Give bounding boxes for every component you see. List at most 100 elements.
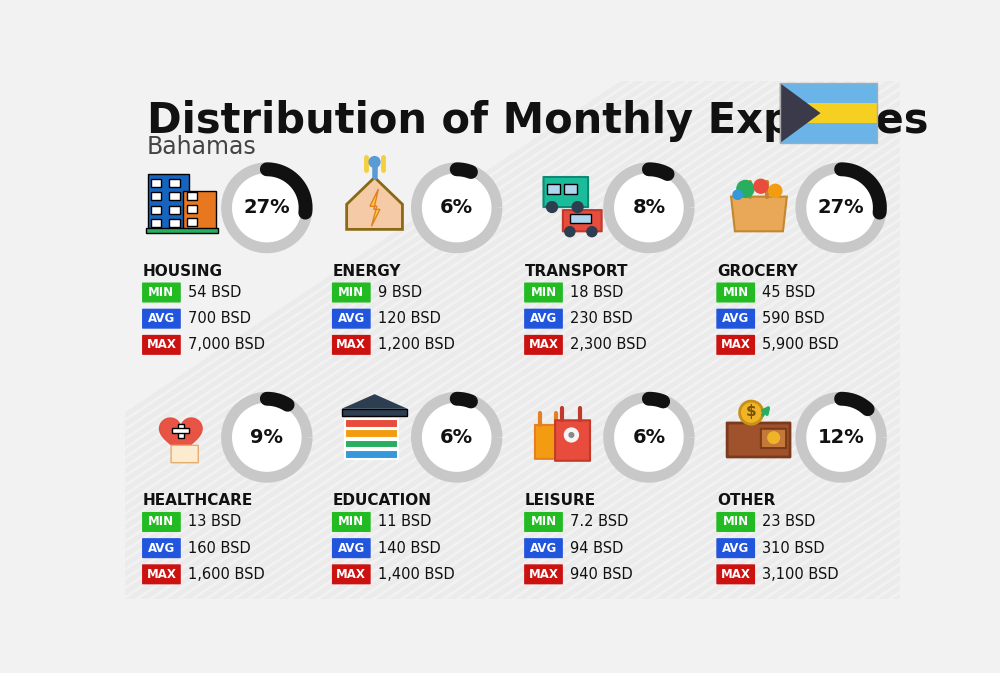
Polygon shape <box>669 81 1000 599</box>
Text: MAX: MAX <box>336 568 366 581</box>
FancyBboxPatch shape <box>142 283 181 303</box>
Polygon shape <box>13 81 798 599</box>
Text: OTHER: OTHER <box>717 493 775 509</box>
Polygon shape <box>153 81 937 599</box>
Polygon shape <box>822 81 1000 599</box>
FancyBboxPatch shape <box>146 228 218 234</box>
Polygon shape <box>753 81 1000 599</box>
FancyBboxPatch shape <box>761 429 786 448</box>
FancyBboxPatch shape <box>151 219 161 227</box>
Text: AVG: AVG <box>722 542 749 555</box>
Polygon shape <box>767 81 1000 599</box>
FancyBboxPatch shape <box>345 419 398 427</box>
FancyBboxPatch shape <box>148 174 189 232</box>
Polygon shape <box>167 81 951 599</box>
Polygon shape <box>460 81 1000 599</box>
Circle shape <box>369 157 380 168</box>
Polygon shape <box>807 174 875 242</box>
FancyBboxPatch shape <box>716 283 755 303</box>
Polygon shape <box>233 174 301 242</box>
Text: MIN: MIN <box>530 286 557 299</box>
Polygon shape <box>264 81 1000 599</box>
FancyBboxPatch shape <box>524 335 563 355</box>
FancyBboxPatch shape <box>345 439 398 448</box>
Text: 6%: 6% <box>632 428 665 447</box>
Polygon shape <box>27 81 812 599</box>
Polygon shape <box>0 81 686 599</box>
Text: MIN: MIN <box>338 286 364 299</box>
Text: MIN: MIN <box>723 286 749 299</box>
FancyBboxPatch shape <box>564 184 577 194</box>
FancyBboxPatch shape <box>524 309 563 328</box>
Text: 6%: 6% <box>440 199 473 217</box>
Polygon shape <box>0 81 630 599</box>
Text: $: $ <box>746 404 757 419</box>
Text: 1,400 BSD: 1,400 BSD <box>378 567 454 582</box>
Polygon shape <box>97 81 881 599</box>
FancyBboxPatch shape <box>547 184 560 194</box>
Text: AVG: AVG <box>722 312 749 325</box>
Polygon shape <box>892 81 1000 599</box>
FancyBboxPatch shape <box>342 409 407 416</box>
Polygon shape <box>878 81 1000 599</box>
FancyBboxPatch shape <box>332 512 371 532</box>
Text: 12%: 12% <box>818 428 864 447</box>
Circle shape <box>572 202 583 213</box>
Polygon shape <box>697 81 1000 599</box>
FancyBboxPatch shape <box>142 538 181 558</box>
Polygon shape <box>292 81 1000 599</box>
Polygon shape <box>613 81 1000 599</box>
Text: 2,300 BSD: 2,300 BSD <box>570 337 647 353</box>
FancyBboxPatch shape <box>332 335 371 355</box>
Text: MIN: MIN <box>530 516 557 528</box>
Text: AVG: AVG <box>338 312 365 325</box>
FancyBboxPatch shape <box>524 565 563 584</box>
Polygon shape <box>209 81 993 599</box>
Circle shape <box>737 180 754 197</box>
Text: 3,100 BSD: 3,100 BSD <box>762 567 839 582</box>
Text: MAX: MAX <box>529 568 558 581</box>
Polygon shape <box>83 81 867 599</box>
Polygon shape <box>423 174 491 242</box>
Polygon shape <box>850 81 1000 599</box>
Polygon shape <box>55 81 840 599</box>
Text: MAX: MAX <box>146 568 176 581</box>
Polygon shape <box>615 403 683 471</box>
Text: 700 BSD: 700 BSD <box>188 311 251 326</box>
Text: 590 BSD: 590 BSD <box>762 311 825 326</box>
Polygon shape <box>948 81 1000 599</box>
Polygon shape <box>233 403 301 471</box>
Polygon shape <box>111 81 895 599</box>
FancyBboxPatch shape <box>142 512 181 532</box>
Polygon shape <box>739 81 1000 599</box>
Text: Distribution of Monthly Expenses: Distribution of Monthly Expenses <box>147 100 928 142</box>
Circle shape <box>564 428 578 442</box>
Text: 54 BSD: 54 BSD <box>188 285 241 300</box>
FancyBboxPatch shape <box>780 123 877 143</box>
Text: 7,000 BSD: 7,000 BSD <box>188 337 265 353</box>
Text: AVG: AVG <box>148 312 175 325</box>
FancyBboxPatch shape <box>780 103 877 123</box>
FancyBboxPatch shape <box>332 538 371 558</box>
Text: AVG: AVG <box>530 542 557 555</box>
Polygon shape <box>0 81 714 599</box>
Text: 1,600 BSD: 1,600 BSD <box>188 567 265 582</box>
Polygon shape <box>781 81 1000 599</box>
Text: AVG: AVG <box>530 312 557 325</box>
Polygon shape <box>423 403 491 471</box>
Polygon shape <box>0 81 700 599</box>
Circle shape <box>733 190 742 199</box>
Text: MAX: MAX <box>721 568 751 581</box>
Text: MAX: MAX <box>146 339 176 351</box>
Text: 310 BSD: 310 BSD <box>762 540 825 556</box>
Polygon shape <box>711 81 1000 599</box>
FancyBboxPatch shape <box>524 512 563 532</box>
Polygon shape <box>0 81 770 599</box>
FancyBboxPatch shape <box>535 425 562 459</box>
Polygon shape <box>795 81 1000 599</box>
Polygon shape <box>347 178 402 229</box>
Polygon shape <box>920 81 1000 599</box>
Text: MAX: MAX <box>336 339 366 351</box>
Polygon shape <box>223 81 1000 599</box>
Polygon shape <box>139 81 923 599</box>
